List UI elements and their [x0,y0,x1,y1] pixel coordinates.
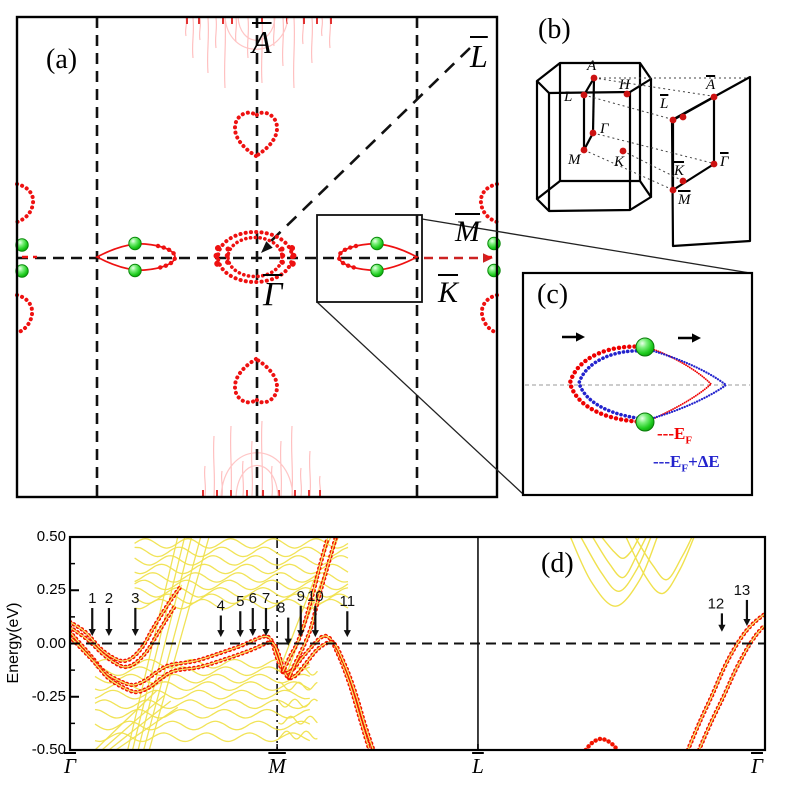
label-Gamma-bar: Γ [263,276,283,313]
band-crossing-label-9: 9 [297,588,305,605]
fermi-pocket-inset-panel [521,271,754,497]
x-label-Γ: Γ [751,754,763,778]
y-tick-label-0.50: 0.50 [36,528,66,545]
bz-point-label-M: M [568,152,581,168]
y-axis-title: Energy(eV) [5,602,22,684]
legend-ef-subscript: F [685,434,693,447]
legend-ef: ---EF [657,424,692,446]
label-L-bar: L [470,38,488,74]
brillouin-zone-panel [535,61,752,248]
label-K-bar: K [438,276,459,309]
y-tick-label--0.25: -0.25 [31,687,66,705]
band-crossing-label-12: 12 [708,595,725,612]
bz-point-label-H: H [619,77,630,93]
band-crossing-label-11: 11 [340,593,356,610]
bz-point-label-L: L [564,89,573,105]
label-M-bar: M [455,215,480,248]
legend-ef-de-suffix: +ΔE [688,452,720,471]
y-tick-label--0.50: -0.50 [31,741,66,758]
band-crossing-label-7: 7 [262,590,270,607]
bz-point-label-L: L [660,96,669,112]
x-label-Γ: Γ [64,754,76,778]
legend-ef-dashes: --- [657,424,674,443]
bz-point-label-M: M [678,192,691,208]
x-label-M: M [268,754,286,778]
band-crossing-label-8: 8 [277,600,285,617]
legend-ef-symbol: E [673,424,686,443]
panel-b-letter: (b) [538,14,571,45]
bz-point-label-A: A [587,58,597,74]
legend-ef-de-dashes: --- [653,452,670,471]
legend-ef-plus-de: ---EF+ΔE [653,452,720,474]
band-crossing-label-2: 2 [105,590,113,607]
legend-ef-de-symbol: E [669,452,682,471]
panel-a-letter: (a) [46,44,78,75]
band-crossing-label-5: 5 [236,593,244,610]
bz-point-label-Γ: Γ [720,154,729,170]
band-crossing-label-4: 4 [217,597,225,614]
bz-point-label-Γ: Γ [600,121,609,137]
band-crossing-label-6: 6 [249,590,257,607]
y-tick-label-0.25: 0.25 [36,581,66,599]
legend-ef-de-subscript: F [681,462,689,475]
x-label-L: L [472,754,484,778]
label-A-bar: A [252,24,272,60]
band-crossing-label-3: 3 [131,590,139,607]
band-crossing-label-13: 13 [734,582,751,599]
bz-point-label-K: K [674,163,685,179]
fermi-surface-panel [15,15,751,499]
panel-c-letter: (c) [537,279,569,310]
bz-point-label-K: K [614,154,625,170]
band-crossing-label-10: 10 [307,588,324,605]
band-crossing-label-1: 1 [88,590,96,607]
bz-point-label-A: A [706,77,716,93]
panel-d-letter: (d) [541,548,574,579]
y-tick-label-0.00: 0.00 [36,634,66,652]
